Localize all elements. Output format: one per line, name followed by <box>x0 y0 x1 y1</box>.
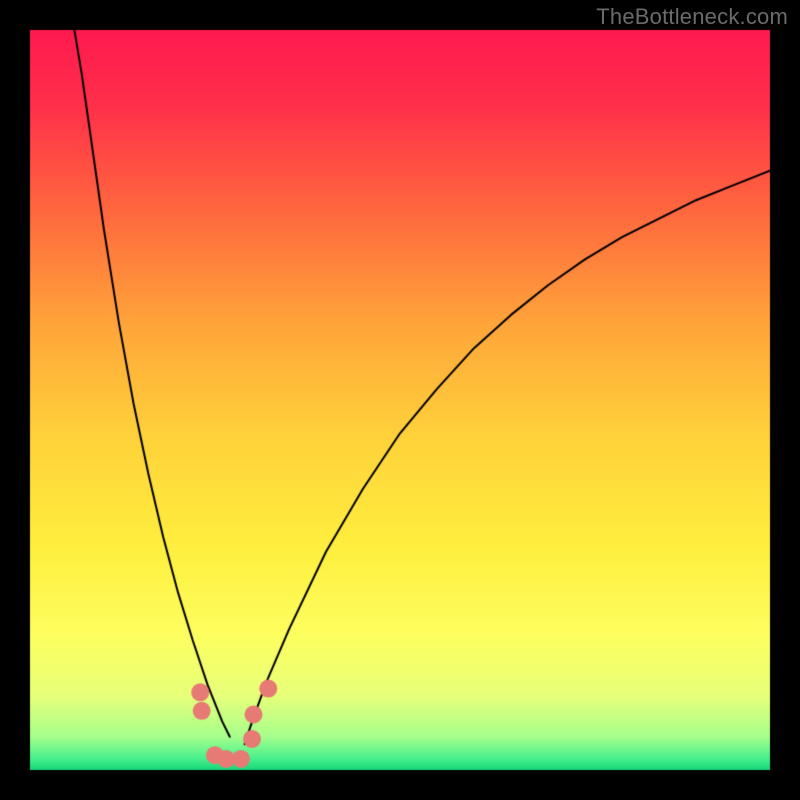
bottleneck-chart-canvas <box>0 0 800 800</box>
